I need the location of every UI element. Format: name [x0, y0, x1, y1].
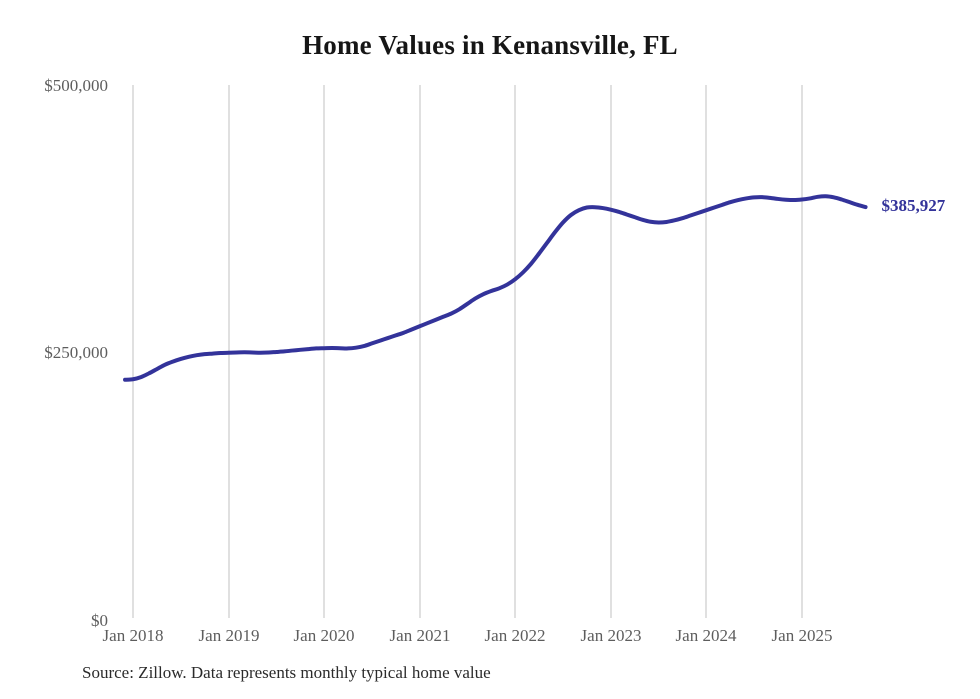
- x-tick-label-1: Jan 2019: [198, 626, 260, 645]
- chart-title: Home Values in Kenansville, FL: [302, 30, 678, 60]
- x-tick-label-6: Jan 2024: [675, 626, 737, 645]
- x-tick-label-5: Jan 2023: [580, 626, 642, 645]
- x-tick-label-3: Jan 2021: [389, 626, 451, 645]
- end-value-label: $385,927: [881, 196, 946, 216]
- data-line-series: [123, 194, 868, 382]
- x-tick-label-2: Jan 2020: [293, 626, 355, 645]
- y-tick-label-2: $0: [91, 611, 108, 630]
- y-tick-label-1: $250,000: [44, 343, 108, 362]
- x-tick-label-4: Jan 2022: [484, 626, 546, 645]
- y-tick-label-0: $500,000: [44, 76, 108, 95]
- data-line-0: [123, 194, 868, 382]
- source-note: Source: Zillow. Data represents monthly …: [82, 663, 491, 682]
- x-tick-label-7: Jan 2025: [771, 626, 833, 645]
- x-tick-label-0: Jan 2018: [102, 626, 164, 645]
